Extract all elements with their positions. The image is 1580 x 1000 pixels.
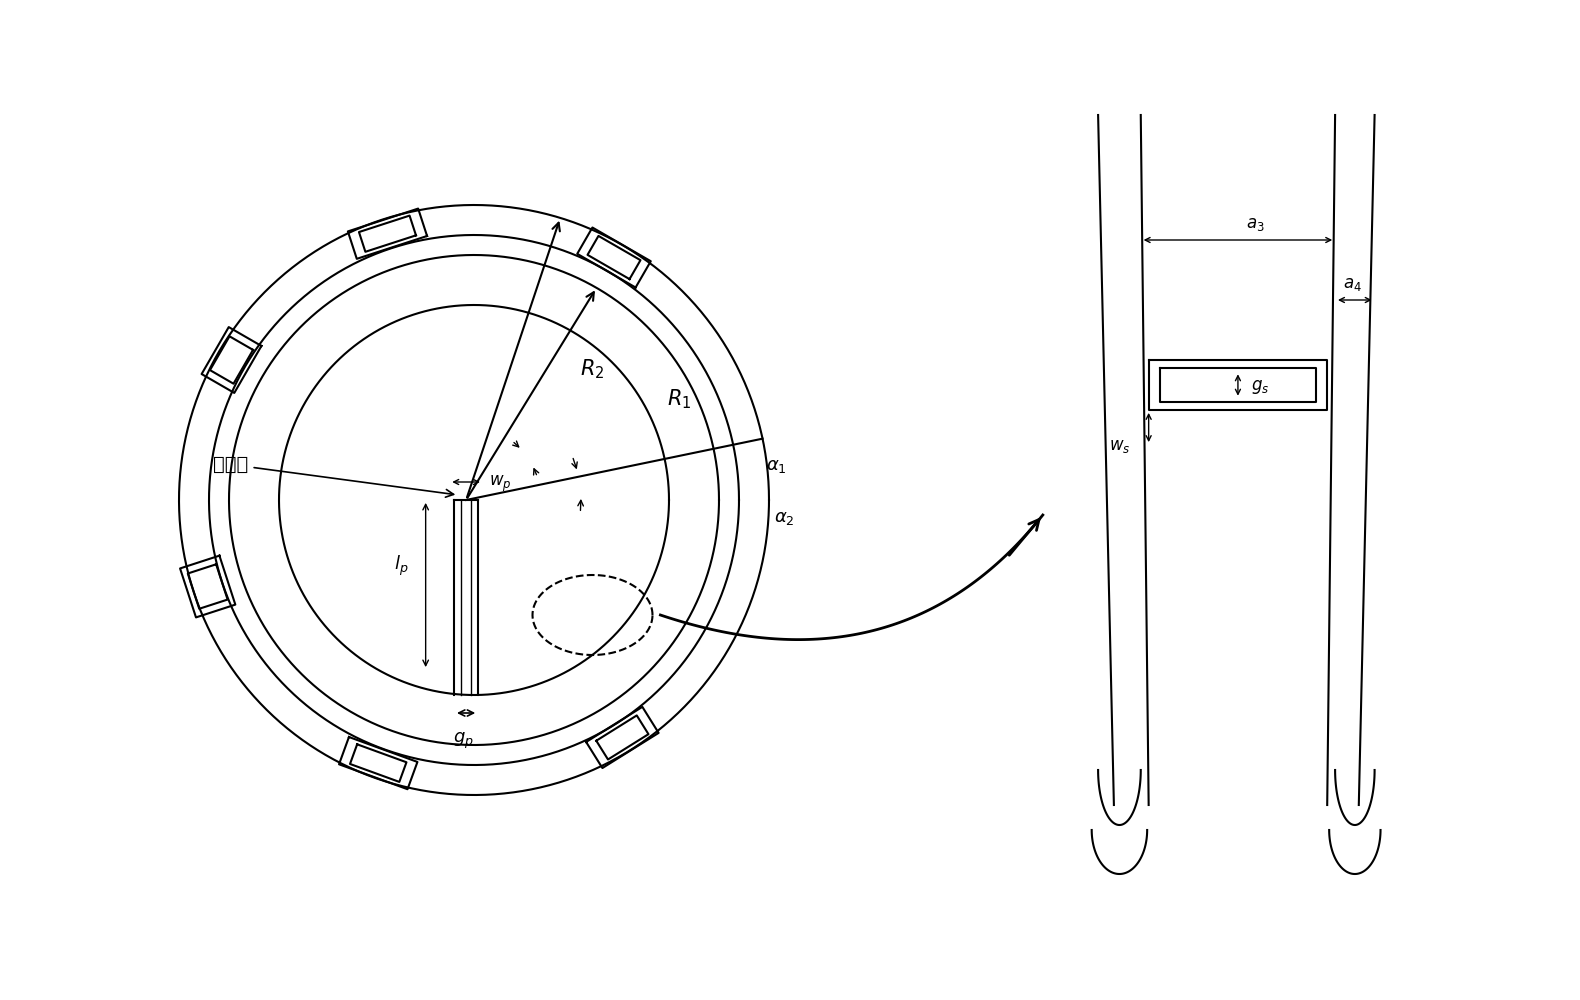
Text: $l_p$: $l_p$ [393, 554, 409, 578]
Text: $\alpha_1$: $\alpha_1$ [766, 457, 787, 475]
Text: $R_2$: $R_2$ [580, 357, 605, 381]
Text: $g_p$: $g_p$ [453, 731, 474, 751]
Text: 馈电点: 馈电点 [213, 455, 453, 497]
Text: $w_p$: $w_p$ [490, 474, 512, 494]
Text: $g_s$: $g_s$ [1251, 378, 1269, 396]
Text: $\alpha_2$: $\alpha_2$ [774, 509, 795, 527]
Text: $w_s$: $w_s$ [1109, 437, 1131, 455]
Text: $R_1$: $R_1$ [667, 387, 692, 411]
Text: $a_4$: $a_4$ [1343, 275, 1362, 293]
Text: $a_3$: $a_3$ [1245, 215, 1264, 233]
